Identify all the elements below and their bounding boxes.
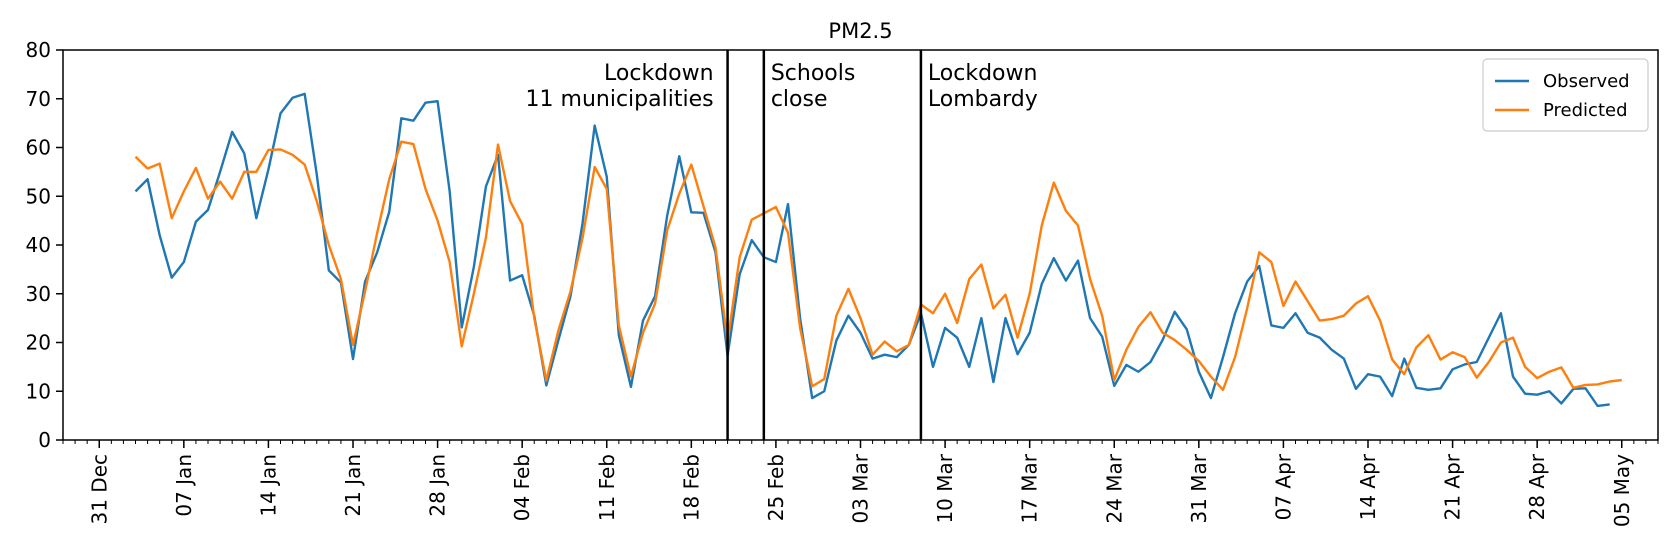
event-label: Lombardy: [928, 87, 1038, 112]
y-tick-label: 10: [26, 379, 51, 403]
y-tick-label: 60: [26, 136, 51, 160]
event-label: Lockdown: [604, 61, 714, 86]
y-tick-label: 50: [26, 184, 51, 208]
y-tick-label: 80: [26, 38, 51, 62]
x-tick-label: 05 May: [1610, 454, 1634, 527]
x-tick-label: 21 Jan: [341, 454, 365, 517]
x-tick-label: 31 Mar: [1187, 453, 1211, 523]
x-tick-label: 07 Apr: [1271, 453, 1295, 520]
x-tick-label: 28 Apr: [1525, 453, 1549, 520]
y-axis: 0 10 20 30 40 50 60 70 80: [26, 38, 63, 452]
x-tick-label: 14 Jan: [256, 454, 280, 517]
legend-box: [1482, 58, 1649, 132]
x-tick-label: 11 Feb: [595, 454, 619, 521]
y-tick-label: 0: [38, 428, 51, 452]
legend: Observed Predicted: [1482, 58, 1649, 132]
x-tick-label: 03 Mar: [849, 453, 873, 523]
x-tick-label: 14 Apr: [1356, 453, 1380, 520]
legend-label: Predicted: [1543, 100, 1628, 121]
series-line-predicted: [134, 140, 1622, 391]
x-tick-label: 07 Jan: [172, 454, 196, 517]
x-tick-label: 31 Dec: [87, 454, 111, 525]
event-label: 11 municipalities: [526, 87, 714, 112]
x-tick-label: 25 Feb: [764, 454, 788, 521]
y-tick-label: 70: [26, 87, 51, 111]
plot-area: [134, 92, 1622, 408]
x-tick-label: 10 Mar: [933, 453, 957, 523]
x-tick-label: 04 Feb: [510, 454, 534, 521]
event-label: close: [771, 87, 828, 112]
x-tick-label: 18 Feb: [679, 454, 703, 521]
event-label: Lockdown: [928, 61, 1038, 86]
x-tick-label: 17 Mar: [1018, 453, 1042, 523]
x-tick-label: 21 Apr: [1441, 453, 1465, 520]
y-tick-label: 40: [26, 233, 51, 257]
event-label: Schools: [771, 61, 856, 86]
y-tick-label: 30: [26, 282, 51, 306]
plot-frame: [62, 49, 1659, 441]
x-tick-label: 28 Jan: [426, 454, 450, 517]
y-tick-label: 20: [26, 331, 51, 355]
x-tick-label: 24 Mar: [1102, 453, 1126, 523]
chart-title: PM2.5: [828, 19, 892, 43]
x-axis: 31 Dec 07 Jan 14 Jan 21 Jan 28 Jan 04 Feb 11 F…: [62, 440, 1659, 527]
legend-label: Observed: [1543, 71, 1630, 92]
series-line-observed: [134, 92, 1610, 408]
